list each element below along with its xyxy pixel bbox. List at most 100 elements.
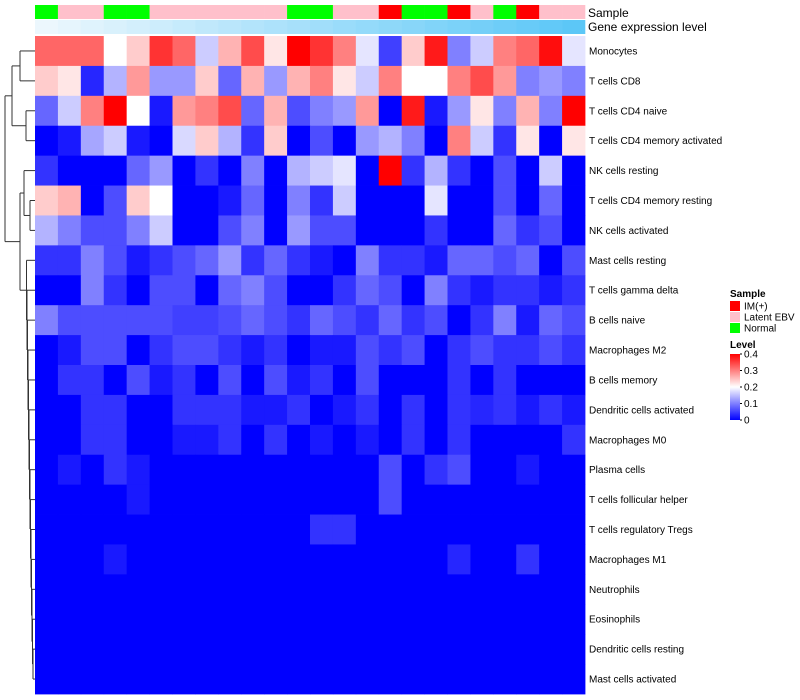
- heatmap-cell: [332, 185, 357, 216]
- heatmap-cell: [287, 664, 311, 695]
- heatmap-cell: [287, 514, 311, 545]
- heatmap-cell: [218, 305, 242, 336]
- heatmap-cell: [493, 634, 517, 665]
- heatmap-cell: [195, 365, 219, 396]
- heatmap-cell: [57, 95, 82, 127]
- heatmap-cell: [126, 634, 150, 665]
- heatmap-cell: [332, 454, 357, 486]
- row-label: NK cells activated: [589, 226, 668, 237]
- heatmap-cell: [516, 514, 540, 545]
- heatmap-cell: [470, 484, 494, 515]
- heatmap-cell: [355, 215, 380, 246]
- heatmap-cell: [355, 394, 380, 426]
- expression-annotation-cell: [378, 20, 402, 34]
- heatmap-cell: [493, 664, 517, 695]
- heatmap-cell: [310, 275, 334, 306]
- heatmap-cell: [424, 185, 448, 216]
- heatmap-cell: [241, 95, 265, 127]
- heatmap-cell: [378, 36, 403, 67]
- heatmap-cell: [447, 664, 471, 695]
- heatmap-cell: [218, 574, 242, 605]
- heatmap-cell: [401, 664, 425, 695]
- heatmap-cell: [103, 574, 128, 605]
- heatmap-cell: [562, 185, 586, 216]
- heatmap-cell: [57, 245, 82, 276]
- heatmap-cell: [562, 65, 586, 97]
- heatmap-cell: [126, 454, 150, 486]
- heatmap-cell: [57, 125, 82, 157]
- heatmap-cell: [241, 544, 265, 575]
- expression-annotation-cell: [80, 20, 105, 34]
- heatmap-cell: [195, 484, 219, 515]
- heatmap-cell: [241, 36, 265, 67]
- legend-sample-title: Sample: [730, 289, 766, 300]
- heatmap-cell: [126, 664, 150, 695]
- heatmap-cell: [424, 215, 448, 246]
- heatmap-cell: [332, 365, 357, 396]
- heatmap-cell: [172, 454, 196, 486]
- heatmap-cell: [80, 65, 105, 97]
- heatmap-cell: [447, 514, 471, 545]
- heatmap-cell: [264, 155, 288, 186]
- heatmap-cell: [562, 95, 586, 127]
- heatmap-cell: [35, 365, 59, 396]
- heatmap-cell: [149, 544, 173, 575]
- heatmap-cell: [447, 484, 471, 515]
- heatmap-cell: [378, 544, 403, 575]
- heatmap-cell: [447, 155, 471, 186]
- heatmap-cell: [241, 245, 265, 276]
- sample-annotation-cell: [195, 5, 219, 19]
- heatmap-cell: [80, 664, 105, 695]
- heatmap-cell: [80, 125, 105, 157]
- heatmap-cell: [103, 394, 128, 426]
- heatmap-cell: [195, 125, 219, 157]
- expression-annotation-cell: [195, 20, 219, 34]
- heatmap-cell: [447, 215, 471, 246]
- heatmap-cell: [103, 664, 128, 695]
- heatmap-cell: [562, 36, 586, 67]
- heatmap-cell: [493, 574, 517, 605]
- heatmap-cell: [149, 245, 173, 276]
- heatmap-cell: [470, 514, 494, 545]
- heatmap-cell: [562, 245, 586, 276]
- heatmap-cell: [218, 604, 242, 635]
- heatmap-cell: [264, 484, 288, 515]
- heatmap-cell: [103, 65, 128, 97]
- heatmap-cell: [57, 424, 82, 456]
- heatmap-cell: [310, 365, 334, 396]
- heatmap-cell: [103, 185, 128, 216]
- sample-annotation-cell: [447, 5, 471, 19]
- sample-annotation-cell: [264, 5, 288, 19]
- heatmap-cell: [424, 634, 448, 665]
- heatmap-cell: [80, 95, 105, 127]
- heatmap-cell: [447, 125, 471, 157]
- heatmap-cell: [562, 454, 586, 486]
- heatmap-cell: [539, 65, 563, 97]
- heatmap-cell: [172, 305, 196, 336]
- heatmap-cell: [126, 65, 150, 97]
- heatmap-cell: [539, 215, 563, 246]
- heatmap-cell: [57, 574, 82, 605]
- heatmap-cell: [149, 664, 173, 695]
- expression-annotation-cell: [447, 20, 471, 34]
- heatmap-cell: [493, 36, 517, 67]
- expression-annotation-cell: [218, 20, 242, 34]
- legend-label: Normal: [744, 324, 776, 335]
- heatmap-cell: [424, 454, 448, 486]
- heatmap-cell: [103, 125, 128, 157]
- heatmap-cell: [516, 574, 540, 605]
- heatmap-cell: [470, 454, 494, 486]
- heatmap-cell: [57, 335, 82, 366]
- annotation-bars: [35, 5, 586, 34]
- heatmap-cell: [287, 155, 311, 186]
- heatmap-cell: [470, 125, 494, 157]
- heatmap-cell: [378, 574, 403, 605]
- heatmap-cell: [35, 275, 59, 306]
- heatmap-cell: [57, 664, 82, 695]
- heatmap-cell: [241, 365, 265, 396]
- heatmap-cell: [355, 664, 380, 695]
- heatmap-cell: [241, 335, 265, 366]
- heatmap-cell: [562, 484, 586, 515]
- heatmap-cell: [103, 365, 128, 396]
- annotation-label-sample: Sample: [588, 6, 629, 20]
